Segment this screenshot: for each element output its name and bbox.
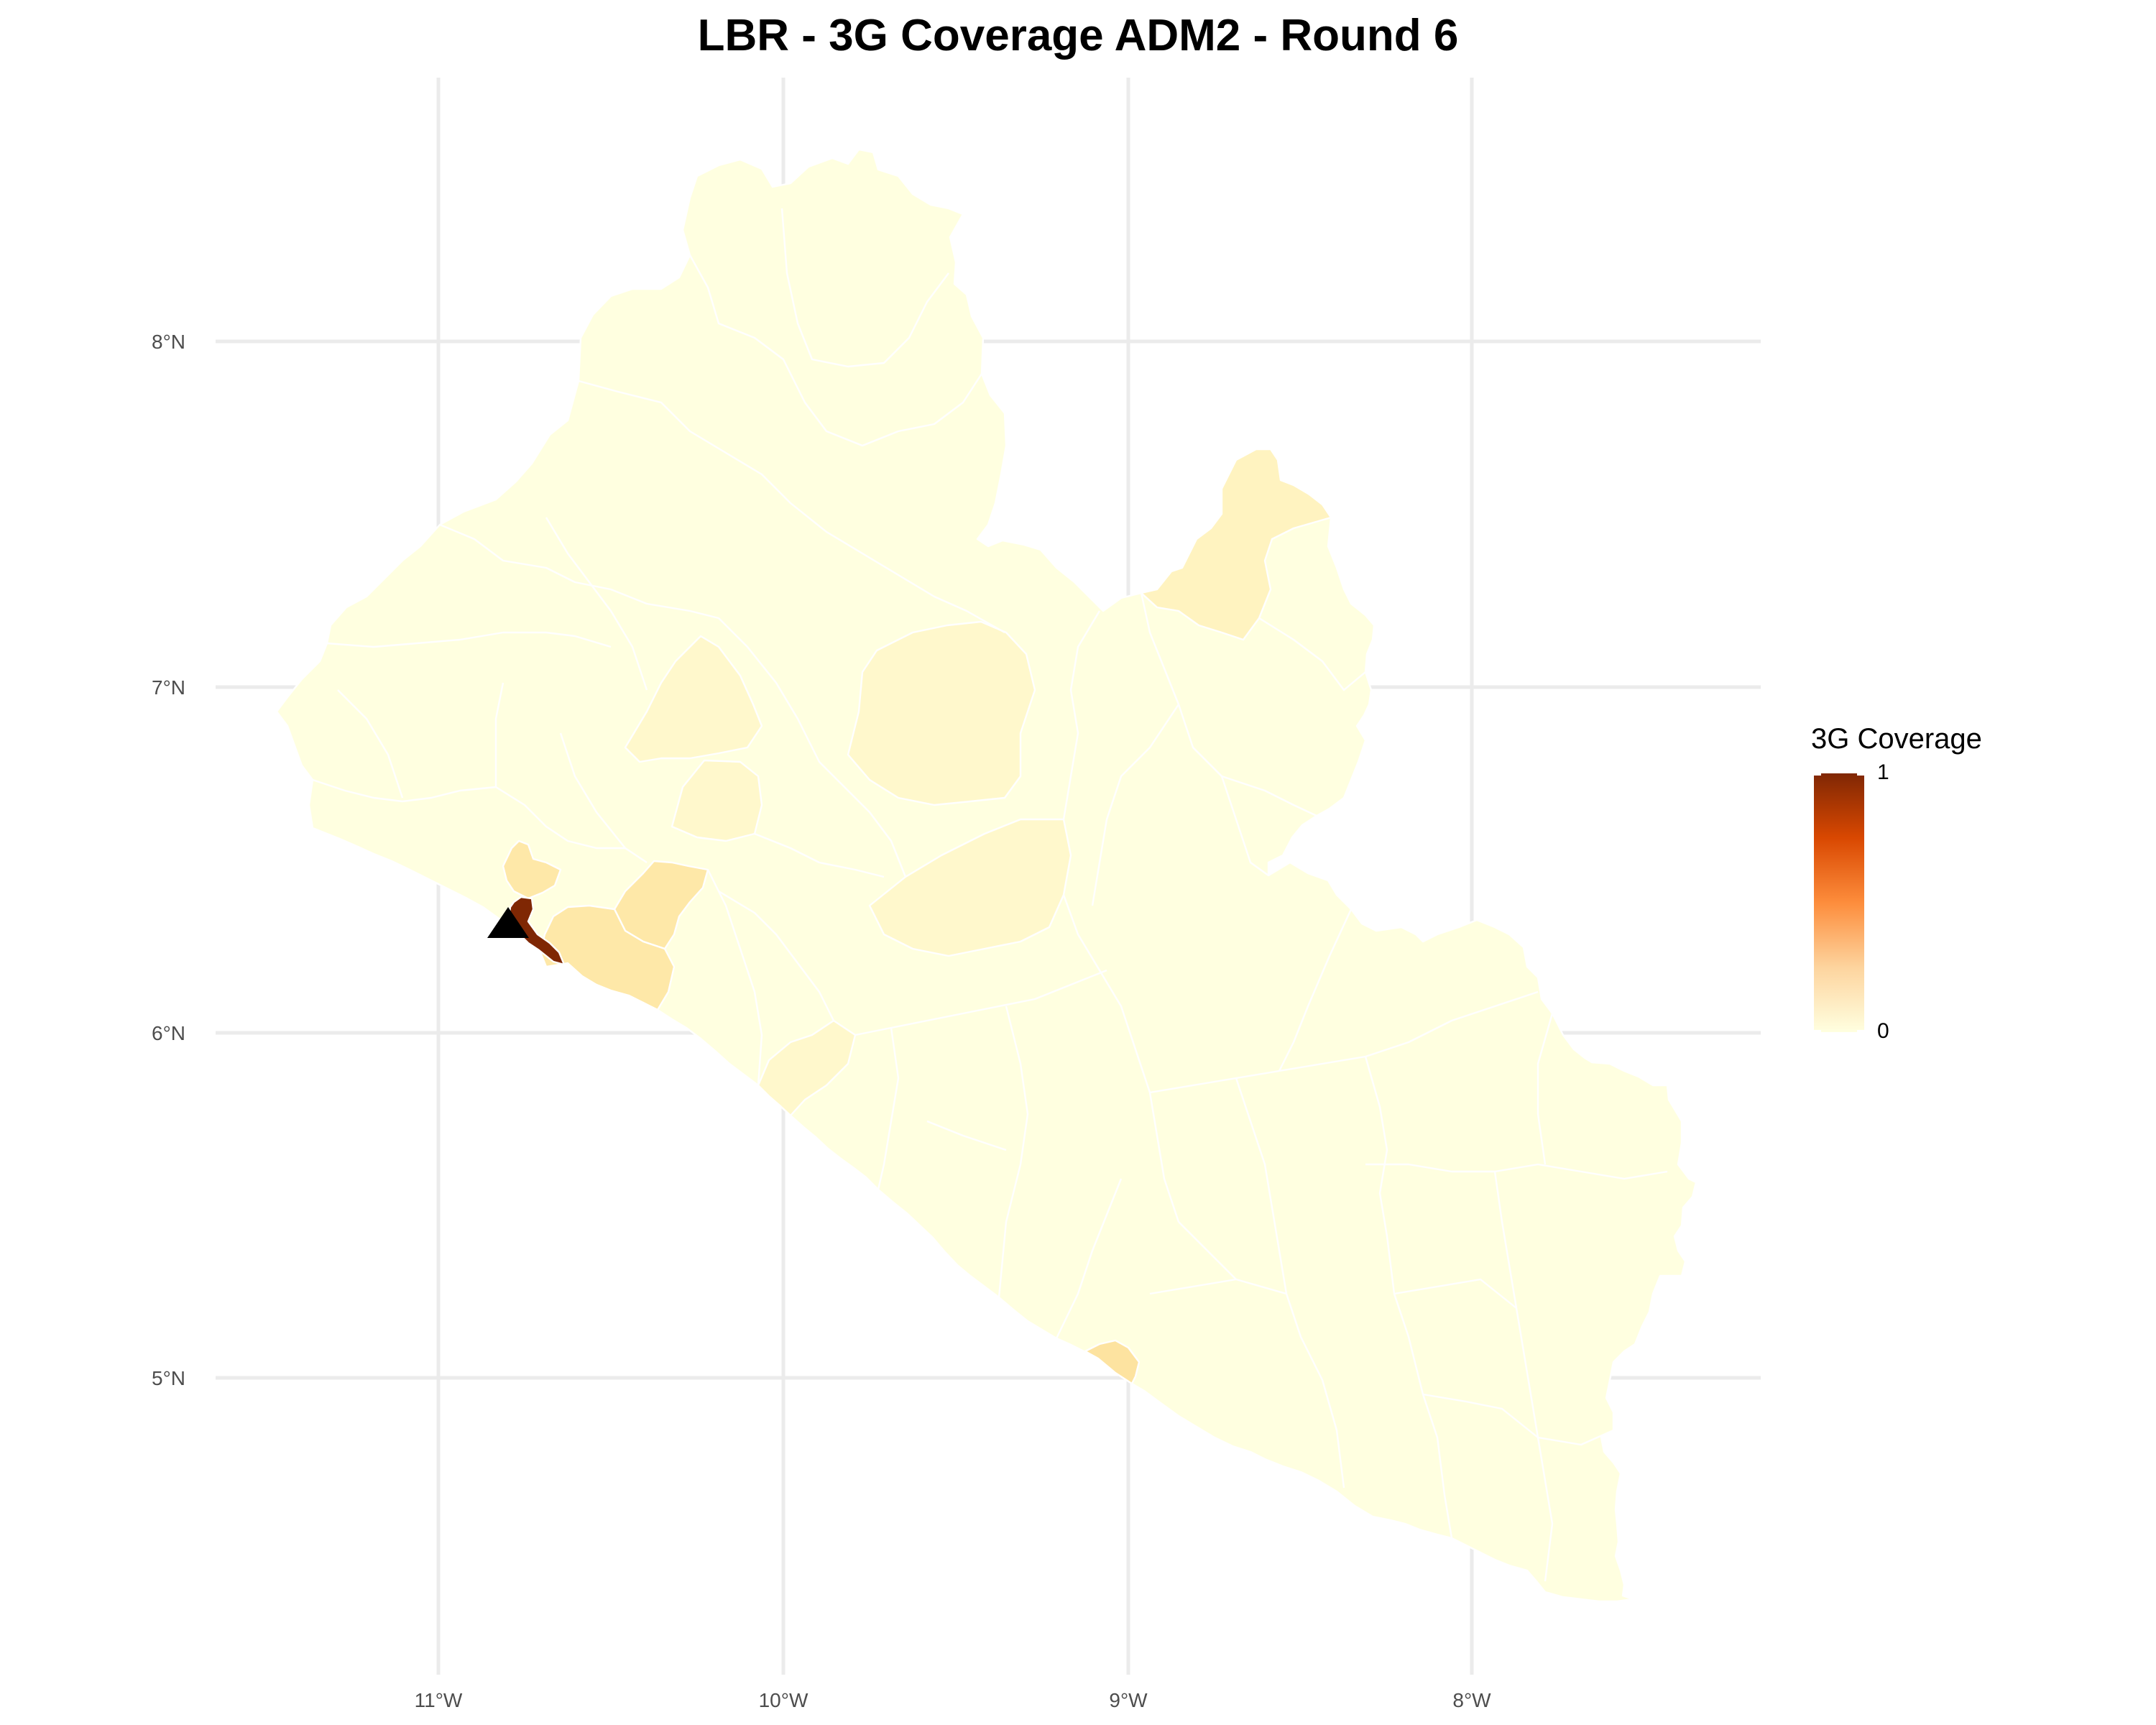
map-title: LBR - 3G Coverage ADM2 - Round 6: [697, 11, 1459, 60]
legend-max-label: 1: [1877, 760, 1889, 784]
x-tick-label: 10°W: [759, 1689, 808, 1711]
legend-tick-max: [1857, 773, 1864, 776]
legend-title: 3G Coverage: [1811, 723, 1982, 755]
x-tick-label: 11°W: [415, 1689, 463, 1711]
region-careysburg: [502, 840, 562, 900]
region-bong-central: [847, 620, 1036, 806]
axis-labels: 11°W 10°W 9°W 8°W 8°N 7°N 6°N 5°N: [152, 331, 1491, 1711]
region-st-paul-river: [539, 904, 676, 1011]
legend-tick-min: [1857, 1030, 1864, 1032]
country-liberia[interactable]: [275, 148, 1697, 1603]
location-marker-triangle[interactable]: [487, 907, 529, 938]
region-margibi-coast: [757, 1019, 857, 1117]
legend-min-label: 0: [1877, 1019, 1889, 1043]
region-rivercess-coast: [1084, 1339, 1141, 1385]
y-tick-label: 8°N: [152, 331, 185, 353]
region-bong-west: [624, 635, 763, 763]
legend-tick-max: [1814, 773, 1821, 776]
x-tick-label: 9°W: [1109, 1689, 1148, 1711]
legend-color-bar: [1814, 773, 1864, 1032]
region-margibi-north: [671, 759, 763, 842]
legend-tick-min: [1814, 1030, 1821, 1032]
y-tick-label: 6°N: [152, 1022, 185, 1044]
y-tick-label: 5°N: [152, 1367, 185, 1389]
adm2-boundaries: [312, 208, 1668, 1582]
x-tick-label: 8°W: [1452, 1689, 1491, 1711]
y-tick-label: 7°N: [152, 676, 185, 699]
